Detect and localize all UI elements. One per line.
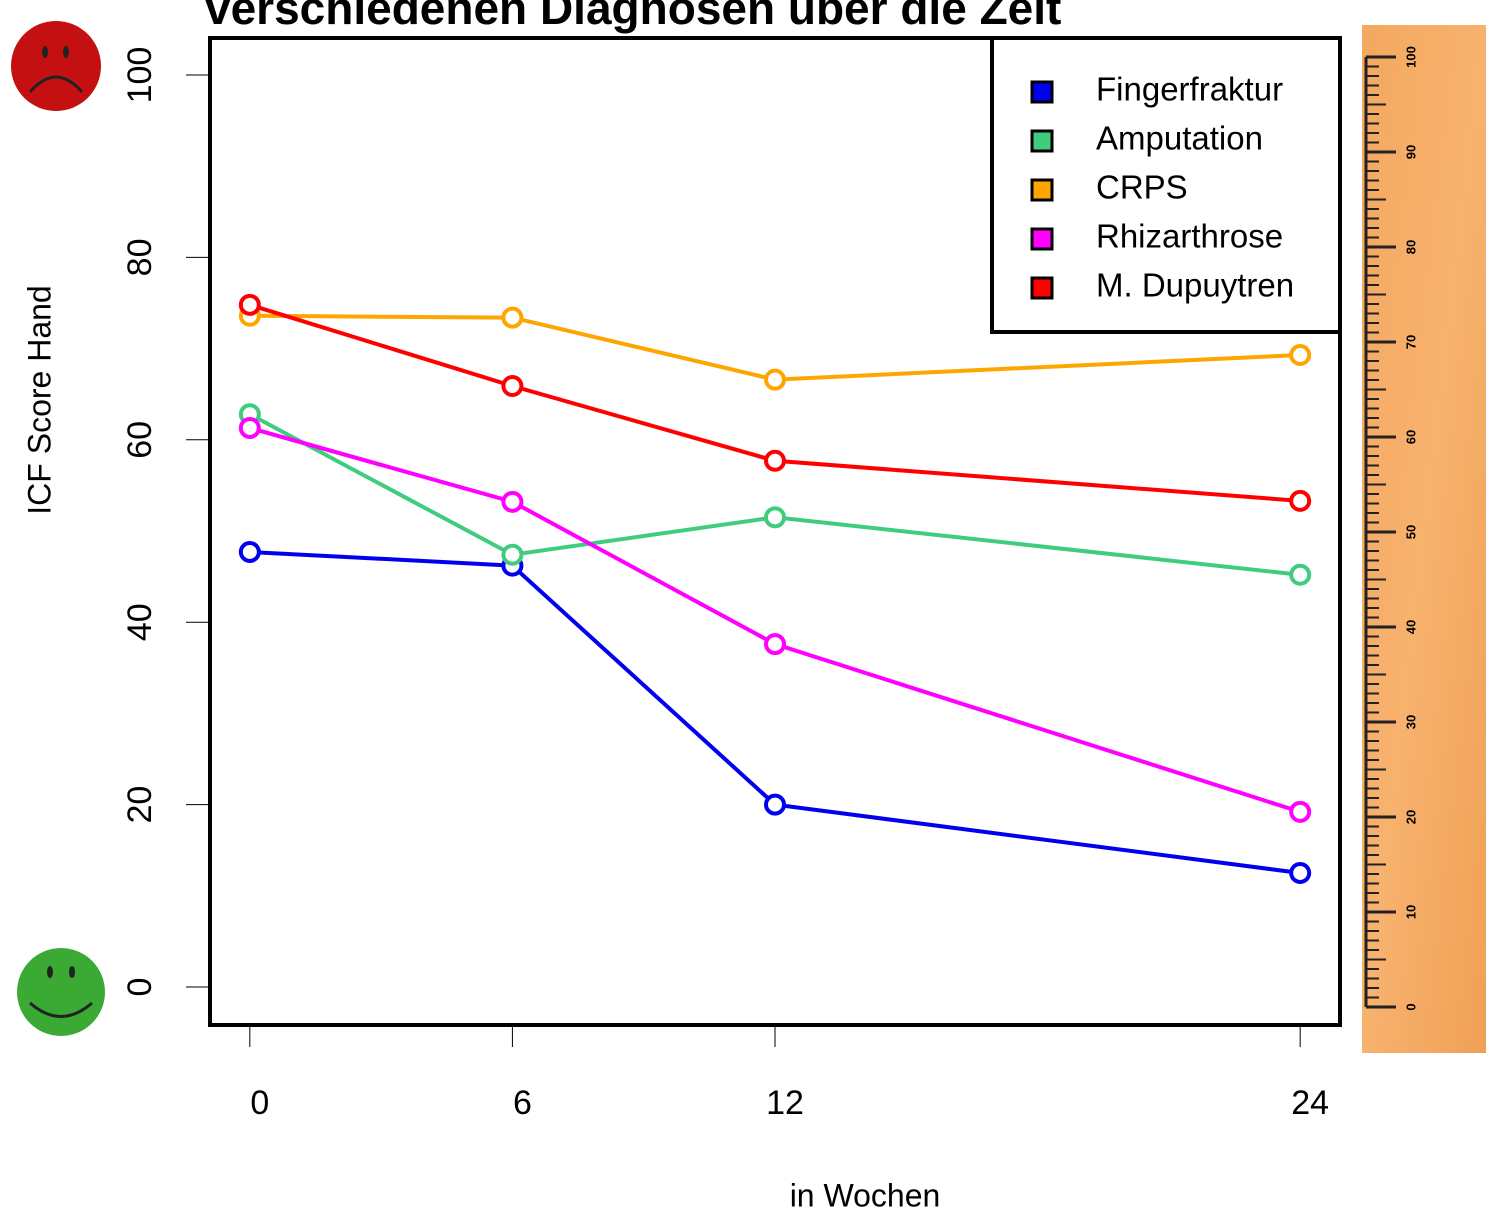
data-point [1289,343,1312,366]
legend-swatch [1030,80,1054,104]
series-line [249,549,1301,875]
data-point [501,306,524,329]
y-tick-label: 0 [121,978,159,997]
data-point [764,506,786,529]
legend-label: CRPS [1096,169,1188,206]
data-point [501,543,524,566]
legend-label: M. Dupuytren [1096,267,1294,304]
data-point [764,449,786,472]
data-point [238,416,261,439]
ruler-label: 100 [1403,46,1418,68]
y-tick-label: 60 [121,421,159,459]
ruler-label: 80 [1403,240,1418,254]
legend-label: Fingerfraktur [1096,71,1283,108]
legend-label: Amputation [1096,120,1263,157]
ruler-label: 0 [1403,1003,1418,1010]
data-point [764,793,786,816]
data-point [238,540,261,563]
data-point [1289,861,1312,884]
x-tick-label: 6 [513,1084,532,1122]
data-point [238,293,261,316]
x-tick-label: 24 [1291,1084,1329,1122]
ruler [1362,25,1486,1053]
legend-swatch [1030,276,1054,300]
data-point [1289,800,1312,823]
legend-swatch [1030,129,1054,153]
series-line [249,302,1301,503]
ruler-label: 10 [1403,905,1418,919]
data-point [764,633,786,656]
ruler-label: 50 [1403,525,1418,539]
x-axis-label: in Wochen [790,1177,941,1213]
series-line [249,426,1301,814]
y-tick-label: 100 [121,47,159,104]
ruler-label: 90 [1403,145,1418,159]
legend-label: Rhizarthrose [1096,218,1283,255]
data-point [1289,563,1312,586]
ruler-label: 60 [1403,430,1418,444]
ruler-label: 20 [1403,810,1418,824]
y-tick-label: 80 [121,239,159,277]
y-tick-label: 20 [121,786,159,824]
legend-swatch [1030,227,1054,251]
y-axis-label: ICF Score Hand [21,285,57,514]
chart-title: verschiedenen Diagnosen über die Zeit [205,0,1061,34]
data-point [501,490,524,513]
data-point [501,374,524,397]
ruler-label: 70 [1403,335,1418,349]
x-tick-label: 0 [250,1084,269,1122]
legend-swatch [1030,178,1054,202]
series-line [249,313,1301,382]
x-tick-label: 12 [766,1084,804,1122]
ruler-label: 30 [1403,715,1418,729]
ruler-label: 40 [1403,620,1418,634]
data-point [1289,489,1312,512]
series-line [248,412,1301,577]
y-tick-label: 40 [121,603,159,641]
data-point [764,368,786,391]
happy-face [17,948,105,1036]
sad-face [11,21,101,111]
